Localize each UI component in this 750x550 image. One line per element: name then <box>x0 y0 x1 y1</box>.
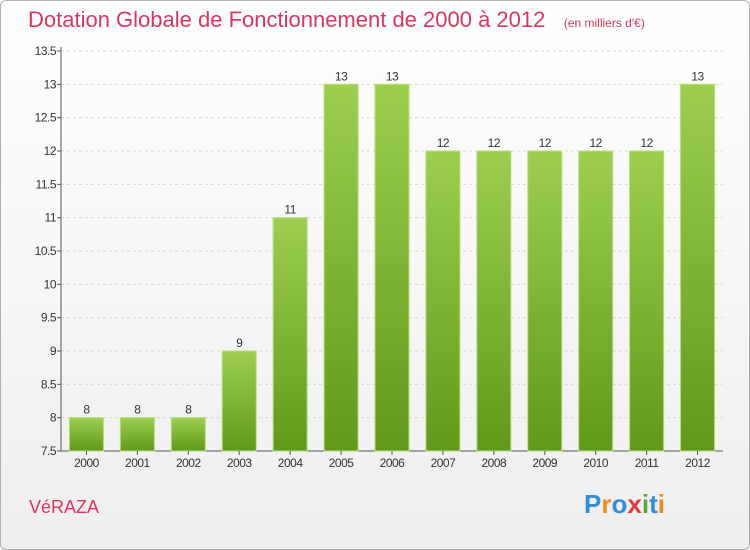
x-tick-label: 2003 <box>227 456 253 470</box>
logo-letter: P <box>584 489 602 519</box>
bar-value-label: 13 <box>335 69 348 83</box>
bar <box>221 350 257 452</box>
x-tick-label: 2004 <box>278 456 304 470</box>
x-tick-label: 2007 <box>431 456 457 470</box>
bar <box>170 417 206 452</box>
bar <box>425 150 461 452</box>
y-tick-label: 12 <box>44 144 57 158</box>
x-tick-label: 2011 <box>635 456 660 470</box>
chart-title: Dotation Globale de Fonctionnement de 20… <box>28 7 546 32</box>
bar <box>629 150 665 452</box>
chart-subtitle: (en milliers d'€) <box>563 16 645 30</box>
bar <box>68 417 104 452</box>
y-tick-label: 10.5 <box>35 244 57 258</box>
bar-value-label: 12 <box>488 136 501 150</box>
x-tick-label: 2009 <box>532 456 558 470</box>
logo-letter: i <box>657 489 665 519</box>
x-tick-label: 2006 <box>380 456 406 470</box>
x-tick-label: 2010 <box>583 456 609 470</box>
y-tick-label: 9.5 <box>41 311 57 325</box>
y-tick-label: 12.5 <box>35 111 57 125</box>
y-tick-label: 13 <box>44 77 57 91</box>
bar-value-label: 12 <box>640 136 653 150</box>
y-tick-label: 8.5 <box>41 377 57 391</box>
bar-value-label: 8 <box>185 403 192 417</box>
x-tick-label: 2000 <box>74 456 100 470</box>
bar <box>476 150 512 452</box>
bar-value-label: 13 <box>691 69 704 83</box>
bar-value-label: 12 <box>539 136 552 150</box>
logo-letter: o <box>611 489 628 519</box>
x-tick-label: 2001 <box>125 456 151 470</box>
bar-value-label: 11 <box>284 203 296 217</box>
x-tick-label: 2005 <box>329 456 355 470</box>
bar <box>680 83 716 452</box>
bar <box>578 150 614 452</box>
bar <box>323 83 359 452</box>
title-row: Dotation Globale de Fonctionnement de 20… <box>28 7 645 33</box>
bar-value-label: 8 <box>134 403 141 417</box>
bar-value-label: 9 <box>236 336 243 350</box>
bar-value-label: 13 <box>386 69 399 83</box>
logo-letter: t <box>649 489 658 519</box>
y-tick-label: 11 <box>45 211 57 225</box>
proxiti-logo: Proxiti <box>584 489 665 520</box>
bar-value-label: 12 <box>437 136 450 150</box>
y-tick-label: 13.5 <box>35 44 57 58</box>
x-tick-label: 2012 <box>685 456 711 470</box>
bar-value-label: 8 <box>83 403 90 417</box>
x-tick-label: 2002 <box>176 456 202 470</box>
logo-letter: r <box>601 489 612 519</box>
bar <box>374 83 410 452</box>
commune-name: VéRAZA <box>29 497 100 517</box>
y-tick-label: 11.5 <box>36 177 57 191</box>
y-tick-label: 7.5 <box>41 444 57 458</box>
bar-value-label: 12 <box>590 136 603 150</box>
x-tick-label: 2008 <box>481 456 507 470</box>
y-tick-label: 10 <box>44 277 57 291</box>
bar <box>272 217 308 452</box>
logo-letter: i <box>641 489 650 519</box>
y-tick-label: 8 <box>50 411 57 425</box>
bar <box>527 150 563 452</box>
bar <box>119 417 155 452</box>
y-tick-label: 9 <box>50 344 57 358</box>
logo-letter: x <box>627 489 642 519</box>
